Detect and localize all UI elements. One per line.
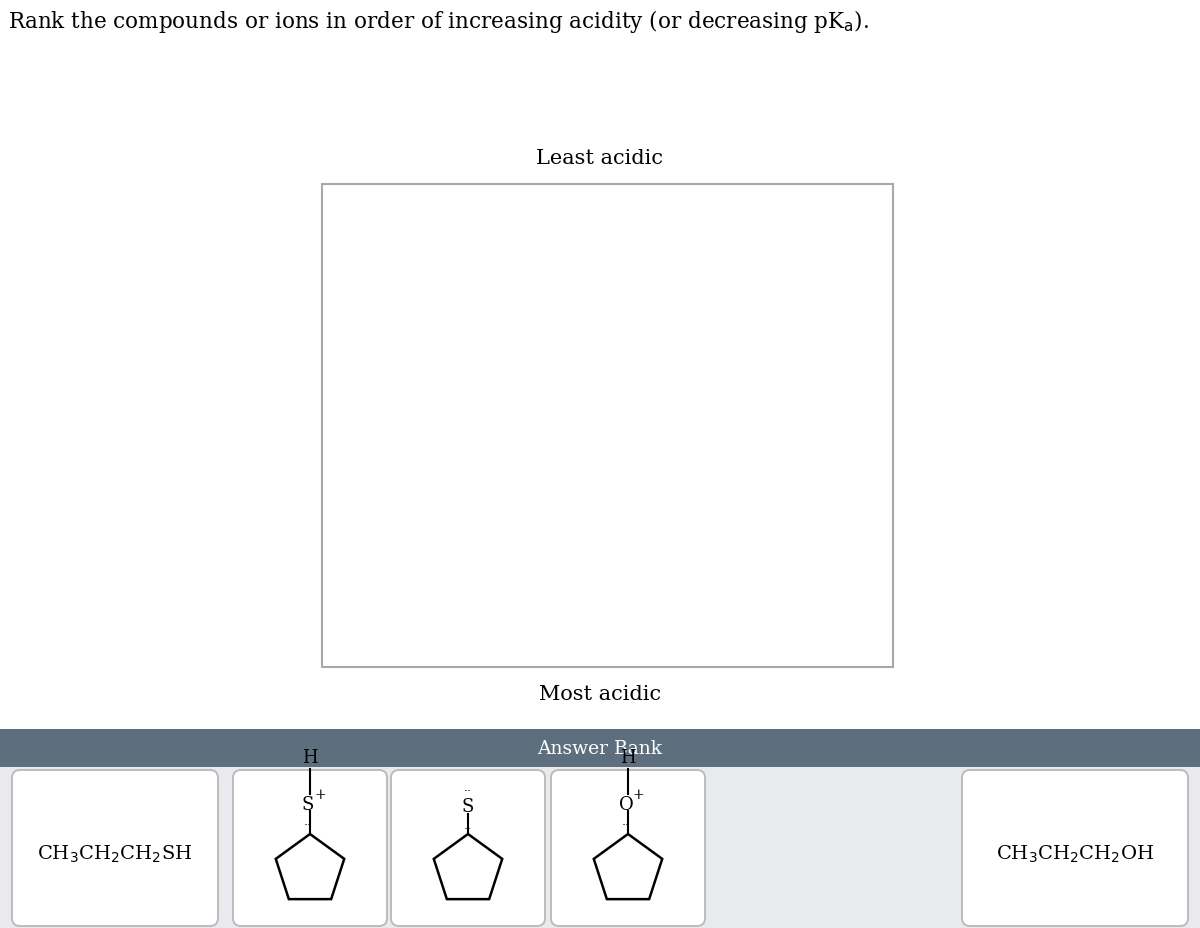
Text: Answer Bank: Answer Bank [538, 740, 662, 757]
FancyBboxPatch shape [233, 770, 386, 926]
Bar [0, 767, 1200, 928]
Text: ··: ·· [304, 818, 312, 831]
Text: +: + [632, 787, 644, 801]
Text: ··: ·· [464, 785, 472, 798]
Text: Most acidic: Most acidic [539, 684, 661, 703]
Text: ··: ·· [622, 818, 630, 831]
FancyBboxPatch shape [12, 770, 218, 926]
Text: S: S [462, 797, 474, 815]
Text: Rank the compounds or ions in order of increasing acidity (or decreasing pK$_\ma: Rank the compounds or ions in order of i… [8, 8, 869, 35]
Text: H: H [620, 748, 636, 767]
FancyBboxPatch shape [391, 770, 545, 926]
Text: +: + [314, 787, 326, 801]
Text: CH$_3$CH$_2$CH$_2$OH: CH$_3$CH$_2$CH$_2$OH [996, 843, 1154, 864]
Text: ··: ·· [464, 822, 472, 835]
Bar [0, 729, 1200, 767]
Text: O: O [619, 795, 634, 813]
FancyBboxPatch shape [551, 770, 706, 926]
FancyBboxPatch shape [962, 770, 1188, 926]
Bar [322, 185, 893, 667]
Text: H: H [302, 748, 318, 767]
Text: CH$_3$CH$_2$CH$_2$SH: CH$_3$CH$_2$CH$_2$SH [37, 843, 193, 864]
Text: Least acidic: Least acidic [536, 148, 664, 168]
Text: S: S [302, 795, 314, 813]
